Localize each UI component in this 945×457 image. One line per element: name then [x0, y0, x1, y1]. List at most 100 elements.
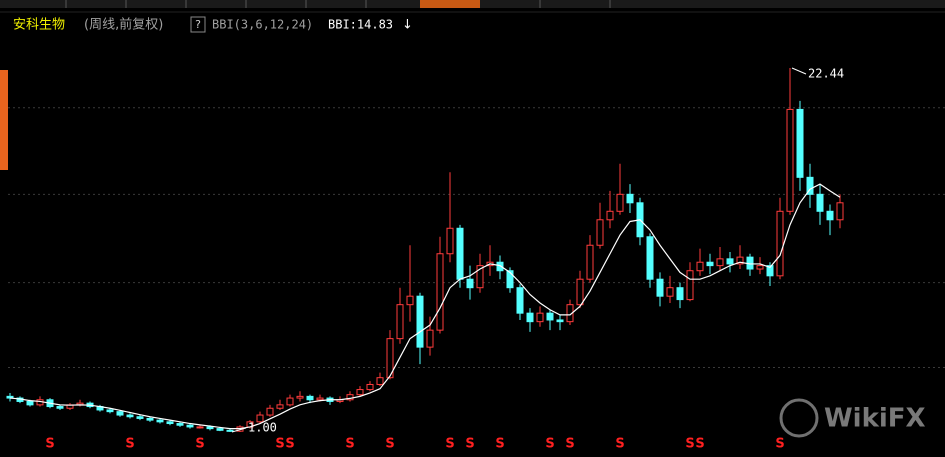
candle-body	[566, 304, 574, 323]
candle-body	[276, 404, 284, 409]
annotation-arrow	[231, 427, 247, 433]
candle-body	[706, 261, 714, 267]
candle-body	[156, 419, 164, 423]
candle-body	[716, 258, 724, 267]
candle-body	[676, 287, 684, 301]
candle-body	[396, 304, 404, 340]
candle-body	[476, 265, 484, 289]
signal-marker: S	[385, 437, 394, 452]
help-box[interactable]	[190, 16, 206, 33]
candle-body	[146, 417, 154, 421]
candle-body	[546, 312, 554, 321]
active-tab[interactable]	[420, 0, 480, 8]
candle-body	[536, 312, 544, 323]
candle-body	[576, 278, 584, 306]
signal-marker: S	[565, 437, 574, 452]
candle-body	[286, 397, 294, 406]
bbi-line	[9, 183, 841, 430]
candle-body	[516, 287, 524, 314]
signal-marker: S	[285, 437, 294, 452]
signal-marker: S	[775, 437, 784, 452]
candle-body	[656, 278, 664, 297]
signal-marker: S	[195, 437, 204, 452]
candle-body	[786, 108, 794, 212]
candle-body	[766, 265, 774, 277]
candle-body	[586, 244, 594, 280]
annotation-label: 22.44	[808, 66, 844, 80]
candle-body	[666, 287, 674, 297]
candle-body	[406, 295, 414, 306]
signal-marker: S	[445, 437, 454, 452]
candle-body	[506, 270, 514, 289]
candle-body	[306, 395, 314, 401]
plot: 22.441.00S S S S S S S S S S S S S S S S	[6, 66, 945, 452]
signal-marker: S	[345, 437, 354, 452]
watermark-logo	[779, 398, 819, 438]
candle-body	[756, 265, 764, 270]
candle-body	[466, 278, 474, 289]
candle-body	[126, 414, 134, 418]
signal-marker: S	[545, 437, 554, 452]
candle-body	[256, 414, 264, 423]
candle-body	[196, 426, 204, 429]
candle-body	[836, 202, 844, 221]
candle-body	[186, 424, 194, 428]
candle-body	[166, 421, 174, 425]
signal-marker: S	[125, 437, 134, 452]
candle-body	[496, 261, 504, 272]
candle-body	[826, 210, 834, 221]
side-handle[interactable]	[0, 70, 8, 170]
candle-body	[526, 312, 534, 323]
candle-body	[616, 193, 624, 212]
candle-body	[376, 377, 384, 385]
candle-body	[736, 256, 744, 265]
signal-marker: S	[615, 437, 624, 452]
candle-body	[226, 429, 234, 432]
signal-marker: S	[275, 437, 284, 452]
candle-body	[216, 428, 224, 431]
candle-body	[446, 227, 454, 255]
candle-body	[316, 397, 324, 401]
candle-body	[606, 210, 614, 221]
candle-body	[726, 258, 734, 265]
annotation-label: 1.00	[248, 421, 277, 435]
candle-body	[56, 406, 64, 409]
candle-body	[386, 338, 394, 379]
candle-body	[206, 426, 214, 430]
candle-body	[426, 329, 434, 348]
signal-marker: S	[695, 437, 704, 452]
stock-name: 安科生物	[13, 18, 65, 33]
signal-marker: S	[465, 437, 474, 452]
signal-marker: S	[685, 437, 694, 452]
indicator-name: BBI(3,6,12,24)	[212, 18, 313, 32]
candle-body	[436, 253, 444, 331]
period: (周线,前复权)	[84, 17, 163, 33]
annotation-arrow	[791, 67, 807, 75]
candle-body	[686, 270, 694, 301]
tab-bar	[0, 0, 945, 8]
candle-body	[366, 383, 374, 391]
candle-body	[556, 319, 564, 323]
candle-body	[116, 411, 124, 416]
candle-body	[646, 236, 654, 280]
candle-body	[106, 409, 114, 413]
indicator-value: BBI:14.83	[328, 18, 393, 32]
signal-marker: S	[45, 437, 54, 452]
candle-body	[26, 400, 34, 406]
candle-body	[596, 219, 604, 246]
candle-body	[776, 210, 784, 277]
help[interactable]: ?	[195, 18, 201, 31]
candle-body	[356, 389, 364, 396]
trend-arrow: ↓	[402, 18, 413, 33]
candle-body	[456, 227, 464, 280]
candle-body	[416, 295, 424, 348]
watermark-text: WikiFX	[824, 404, 926, 434]
candle-body	[176, 423, 184, 426]
candle-body	[796, 108, 804, 178]
candle-body	[806, 176, 814, 195]
candle-body	[266, 407, 274, 416]
candle-body	[296, 395, 304, 399]
candle-body	[136, 416, 144, 419]
watermark: WikiFX	[779, 398, 926, 438]
